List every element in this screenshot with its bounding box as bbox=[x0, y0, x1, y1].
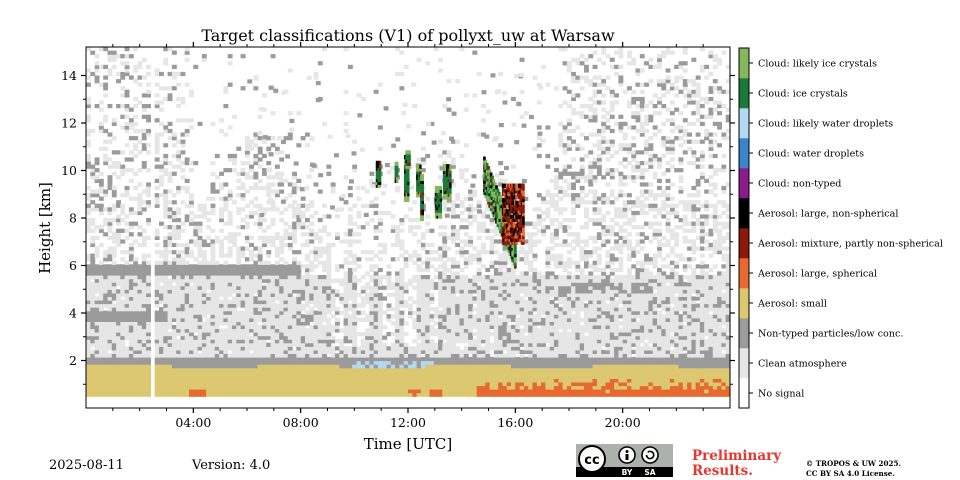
x-tick-label: 12:00 bbox=[390, 415, 426, 430]
x-tick-label: 08:00 bbox=[283, 415, 319, 430]
colorbar-swatch bbox=[739, 48, 749, 79]
x-tick-label: 16:00 bbox=[497, 415, 533, 430]
colorbar-swatch bbox=[739, 168, 749, 199]
copyright-note: © TROPOS & UW 2025. CC BY SA 4.0 License. bbox=[806, 459, 901, 478]
y-tick-label: 12 bbox=[61, 116, 77, 131]
colorbar-swatch bbox=[739, 228, 749, 259]
y-tick-label: 2 bbox=[69, 353, 77, 368]
x-tick-label: 04:00 bbox=[175, 415, 211, 430]
y-axis: 2 4 6 8 10 12 14 bbox=[61, 68, 735, 385]
x-axis-label: Time [UTC] bbox=[364, 435, 453, 453]
colorbar-swatch bbox=[739, 288, 749, 319]
y-axis-label: Height [km] bbox=[36, 182, 54, 274]
colorbar-swatch bbox=[739, 78, 749, 109]
x-axis: 04:00 08:00 12:00 16:00 20:00 bbox=[112, 42, 704, 430]
colorbar-label: Cloud: non-typed bbox=[758, 179, 841, 190]
version-label: Version: 4.0 bbox=[192, 458, 271, 473]
y-tick-label: 8 bbox=[69, 211, 77, 226]
colorbar-label: No signal bbox=[758, 389, 804, 400]
colorbar-swatch bbox=[739, 198, 749, 229]
colorbar-label: Cloud: likely water droplets bbox=[758, 119, 893, 130]
class-colorbar: No signal Clean atmosphere Non-typed parti… bbox=[738, 47, 943, 409]
colorbar-swatch bbox=[739, 138, 749, 169]
cc-by-sa-badge: cc BY SA bbox=[576, 444, 673, 477]
colorbar-label: Cloud: ice crystals bbox=[758, 89, 848, 100]
colorbar-swatch bbox=[739, 378, 749, 409]
y-tick-label: 6 bbox=[69, 258, 77, 273]
colorbar-label: Cloud: water droplets bbox=[758, 149, 864, 160]
x-tick-label: 20:00 bbox=[605, 415, 641, 430]
date-label: 2025-08-11 bbox=[49, 458, 124, 473]
colorbar-swatch bbox=[739, 258, 749, 289]
colorbar-swatch bbox=[739, 348, 749, 379]
colorbar-label: Aerosol: small bbox=[757, 299, 827, 310]
colorbar-label: Non-typed particles/low conc. bbox=[758, 329, 903, 340]
colorbar-frame bbox=[738, 47, 750, 409]
colorbar-label: Aerosol: large, spherical bbox=[757, 269, 877, 280]
y-tick-label: 4 bbox=[69, 306, 77, 321]
plot-area bbox=[86, 47, 730, 397]
chart-title: Target classifications (V1) of pollyxt_u… bbox=[201, 26, 615, 45]
y-tick-label: 10 bbox=[61, 163, 77, 178]
y-tick-label: 14 bbox=[61, 68, 77, 83]
cc-icon: cc bbox=[584, 453, 599, 468]
colorbar-label: Aerosol: mixture, partly non-spherical bbox=[757, 239, 943, 250]
sa-icon bbox=[641, 446, 659, 464]
colorbar-label: Cloud: likely ice crystals bbox=[758, 59, 877, 70]
colorbar-swatch bbox=[739, 108, 749, 139]
colorbar-label: Clean atmosphere bbox=[758, 359, 847, 370]
preliminary-results-note: Preliminary Results. bbox=[692, 448, 782, 479]
colorbar-swatch bbox=[739, 318, 749, 349]
colorbar-label: Aerosol: large, non-spherical bbox=[757, 209, 898, 220]
